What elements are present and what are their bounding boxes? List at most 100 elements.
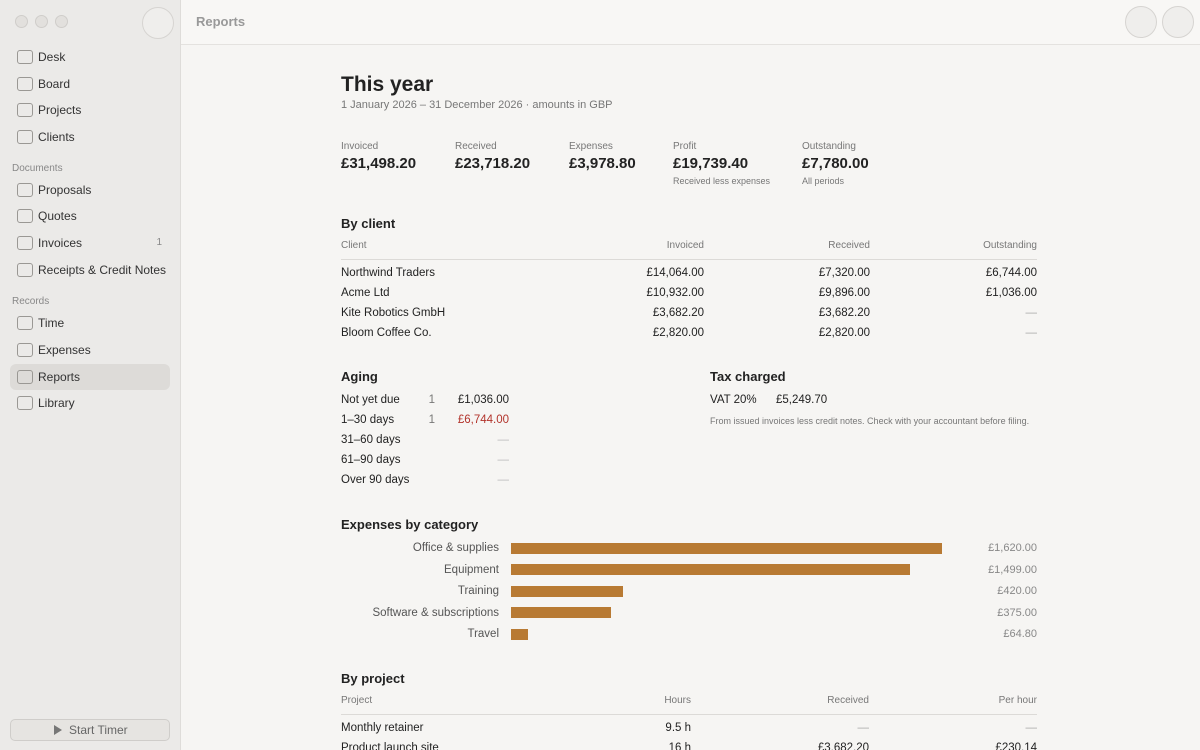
nav-item[interactable]: Quotes	[38, 209, 77, 223]
table-cell: £230.14	[995, 742, 1037, 750]
nav-icon	[17, 316, 33, 330]
nav-icon	[17, 209, 33, 223]
tax-label: VAT 20%	[710, 394, 757, 406]
close-button[interactable]	[15, 15, 28, 28]
table-cell: £14,064.00	[646, 267, 704, 279]
section-heading: Documents	[12, 163, 63, 174]
aging-amount: £6,744.00	[457, 414, 509, 426]
table-cell: 9.5 h	[665, 722, 691, 734]
nav-icon	[17, 103, 33, 117]
table-cell: —	[1025, 307, 1038, 319]
report-title: This year	[341, 72, 434, 96]
column-header: Outstanding	[983, 240, 1037, 251]
aging-count: 1	[428, 414, 435, 426]
active-highlight	[10, 364, 170, 390]
nav-icon	[17, 263, 33, 277]
nav-icon	[17, 50, 33, 64]
table-cell: —	[1025, 327, 1038, 339]
stat-value: £7,780.00	[802, 155, 869, 172]
table-cell: £9,896.00	[818, 287, 870, 299]
table-cell: £2,820.00	[652, 327, 704, 339]
table-cell: £10,932.00	[646, 287, 704, 299]
nav-icon	[17, 396, 33, 410]
table-cell: Kite Robotics GmbH	[341, 307, 446, 319]
column-header: Invoiced	[666, 240, 704, 251]
button-label[interactable]: Start Timer	[69, 723, 128, 737]
divider	[341, 259, 1037, 260]
table-cell: —	[1025, 722, 1038, 734]
nav-item[interactable]: Time	[38, 316, 65, 330]
table-cell: £7,320.00	[818, 267, 870, 279]
value-label: £64.80	[1003, 628, 1037, 641]
nav-item[interactable]: Clients	[38, 130, 75, 144]
nav-item[interactable]: Board	[38, 77, 71, 91]
nav-item[interactable]: Projects	[38, 103, 82, 117]
nav-item[interactable]: Receipts & Credit Notes	[38, 263, 167, 277]
table-cell: £3,682.20	[818, 307, 870, 319]
stat-value: £31,498.20	[341, 155, 417, 172]
play-icon	[54, 725, 62, 735]
nav-icon	[17, 343, 33, 357]
expense-bar	[511, 628, 529, 640]
category-label: Equipment	[444, 563, 499, 576]
stat-label: Received	[455, 141, 497, 152]
table-cell: £3,682.20	[817, 742, 869, 750]
aging-label: Over 90 days	[341, 474, 410, 486]
nav-icon	[17, 77, 33, 91]
toolbar	[181, 0, 1200, 45]
nav-item[interactable]: Proposals	[38, 183, 92, 197]
stat-value: £3,978.80	[569, 155, 636, 172]
column-header: Per hour	[998, 695, 1037, 706]
badge: 1	[156, 237, 162, 248]
stat-label: Invoiced	[341, 141, 379, 152]
zoom-button[interactable]	[55, 15, 68, 28]
aging-amount: £1,036.00	[457, 394, 509, 406]
value-label: £420.00	[997, 585, 1037, 598]
minimize-button[interactable]	[35, 15, 48, 28]
section-heading: Expenses by category	[341, 517, 479, 532]
nav-icon	[17, 130, 33, 144]
value-label: £1,499.00	[988, 563, 1037, 576]
aging-count: 1	[428, 394, 435, 406]
category-label: Software & subscriptions	[372, 606, 499, 619]
sidebar-toggle[interactable]	[142, 7, 174, 39]
nav-item[interactable]: Expenses	[38, 343, 91, 357]
aging-amount: —	[497, 434, 510, 446]
start-timer-button[interactable]	[10, 719, 170, 741]
report-subtitle: 1 January 2026 – 31 December 2026 · amou…	[341, 99, 613, 111]
nav-icon	[17, 370, 33, 384]
nav-item[interactable]: Reports	[38, 370, 81, 384]
table-cell: £6,744.00	[985, 267, 1037, 279]
aging-label: 31–60 days	[341, 434, 401, 446]
aging-amount: —	[497, 454, 510, 466]
nav-item[interactable]: Library	[38, 396, 75, 410]
aging-label: Not yet due	[341, 394, 400, 406]
column-header: Project	[341, 695, 373, 706]
share-button[interactable]	[1162, 6, 1194, 38]
table-cell: —	[857, 722, 870, 734]
value-label: £1,620.00	[988, 542, 1037, 554]
value-label: £375.00	[997, 606, 1037, 619]
table-cell: £1,036.00	[985, 287, 1037, 299]
calendar-button[interactable]	[1125, 6, 1157, 38]
stat-value: £23,718.20	[455, 155, 531, 172]
section-heading: By project	[341, 671, 405, 686]
toolbar-title: Reports	[196, 14, 246, 29]
aging-label: 61–90 days	[341, 454, 401, 466]
nav-item[interactable]: Invoices	[38, 236, 83, 250]
table-cell: Product launch site	[341, 742, 439, 750]
expense-bar	[511, 564, 910, 576]
section-heading: By client	[341, 216, 396, 231]
stat-note: Received less expenses	[673, 176, 771, 186]
stat-value: £19,739.40	[673, 155, 749, 172]
nav-item[interactable]: Desk	[38, 50, 66, 64]
table-cell: Northwind Traders	[341, 267, 435, 279]
expense-bar	[511, 542, 942, 554]
table-cell: Bloom Coffee Co.	[341, 327, 432, 339]
table-cell: 16 h	[668, 742, 691, 750]
category-label: Office & supplies	[412, 542, 499, 554]
section-heading: Aging	[341, 369, 378, 384]
table-cell: £2,820.00	[818, 327, 870, 339]
aging-label: 1–30 days	[341, 414, 395, 426]
